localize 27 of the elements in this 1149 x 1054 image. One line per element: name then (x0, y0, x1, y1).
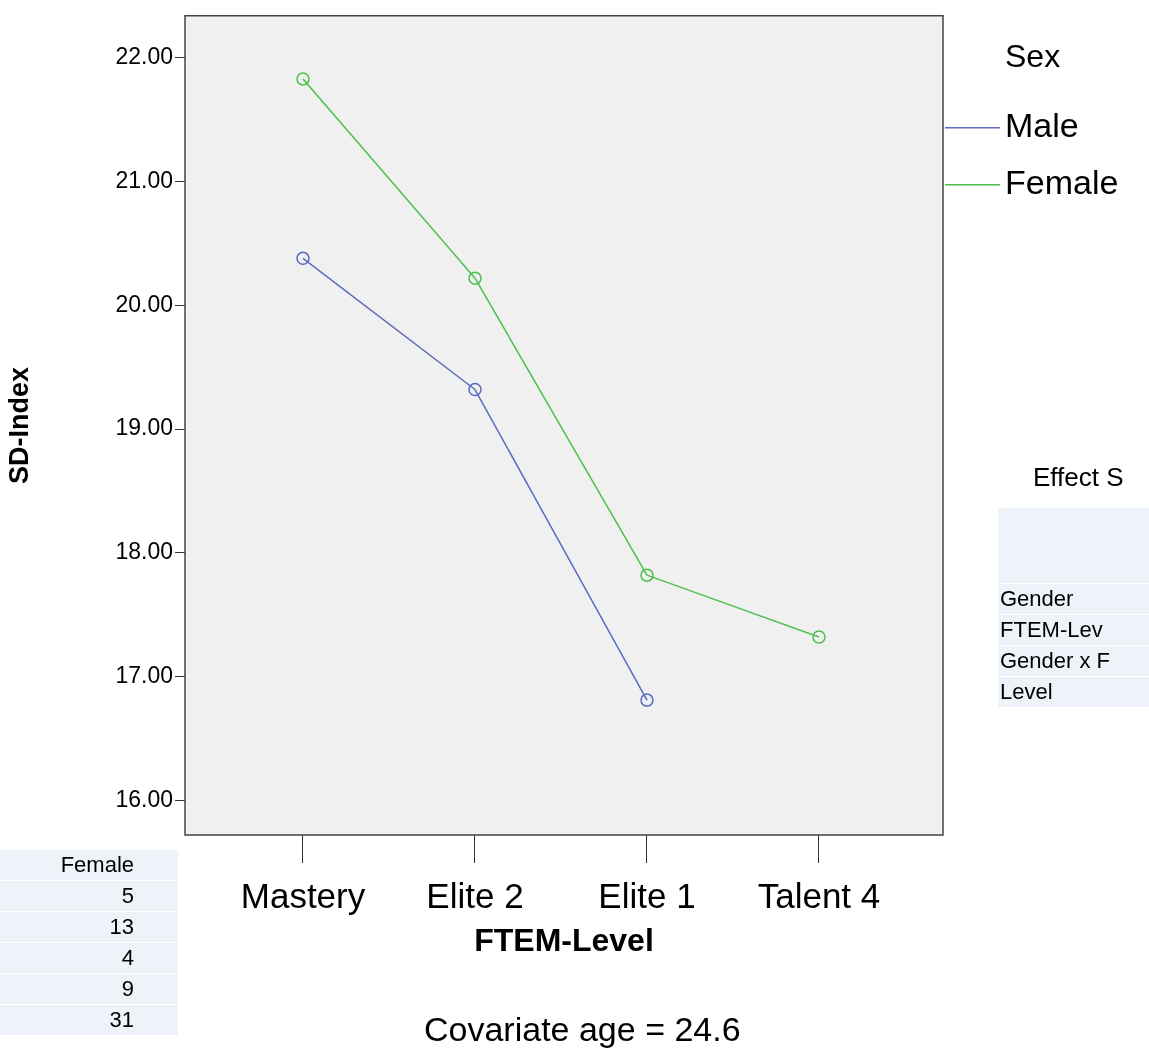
legend-title: Sex (1005, 37, 1061, 74)
y-tick-label: 18.00 (115, 538, 173, 565)
text: Covariate age = 24.6 (424, 1010, 741, 1049)
y-tick-label: 16.00 (115, 785, 173, 812)
y-tick-label: 17.00 (115, 661, 173, 688)
point (296, 72, 310, 86)
point (468, 382, 482, 397)
x-axis-title: FTEM-Level (474, 921, 654, 958)
point (812, 630, 826, 644)
x-tick-label: Talent 4 (757, 875, 881, 915)
y-axis-title: SD-Index (3, 366, 34, 484)
y-tick-label: 21.00 (115, 166, 173, 193)
y-tick-label: 20.00 (115, 290, 173, 317)
y-tick-label: 22.00 (115, 43, 173, 70)
point (640, 568, 654, 582)
table-fragment: Female 5 13 4 9 31 (0, 850, 178, 1036)
legend-label: Female (1005, 163, 1119, 202)
point (468, 271, 482, 285)
x-tick-label: Elite 2 (426, 875, 524, 915)
point (640, 693, 654, 707)
y-tick-label: 19.00 (115, 414, 173, 441)
x-tick-label: Elite 1 (598, 875, 696, 915)
legend-label: Male (1005, 106, 1079, 145)
table-fragment: Gender FTEM-Lev Gender x F Level (998, 508, 1149, 708)
text: Effect S (1033, 462, 1124, 493)
point (296, 251, 310, 266)
x-tick-label: Mastery (240, 875, 366, 915)
